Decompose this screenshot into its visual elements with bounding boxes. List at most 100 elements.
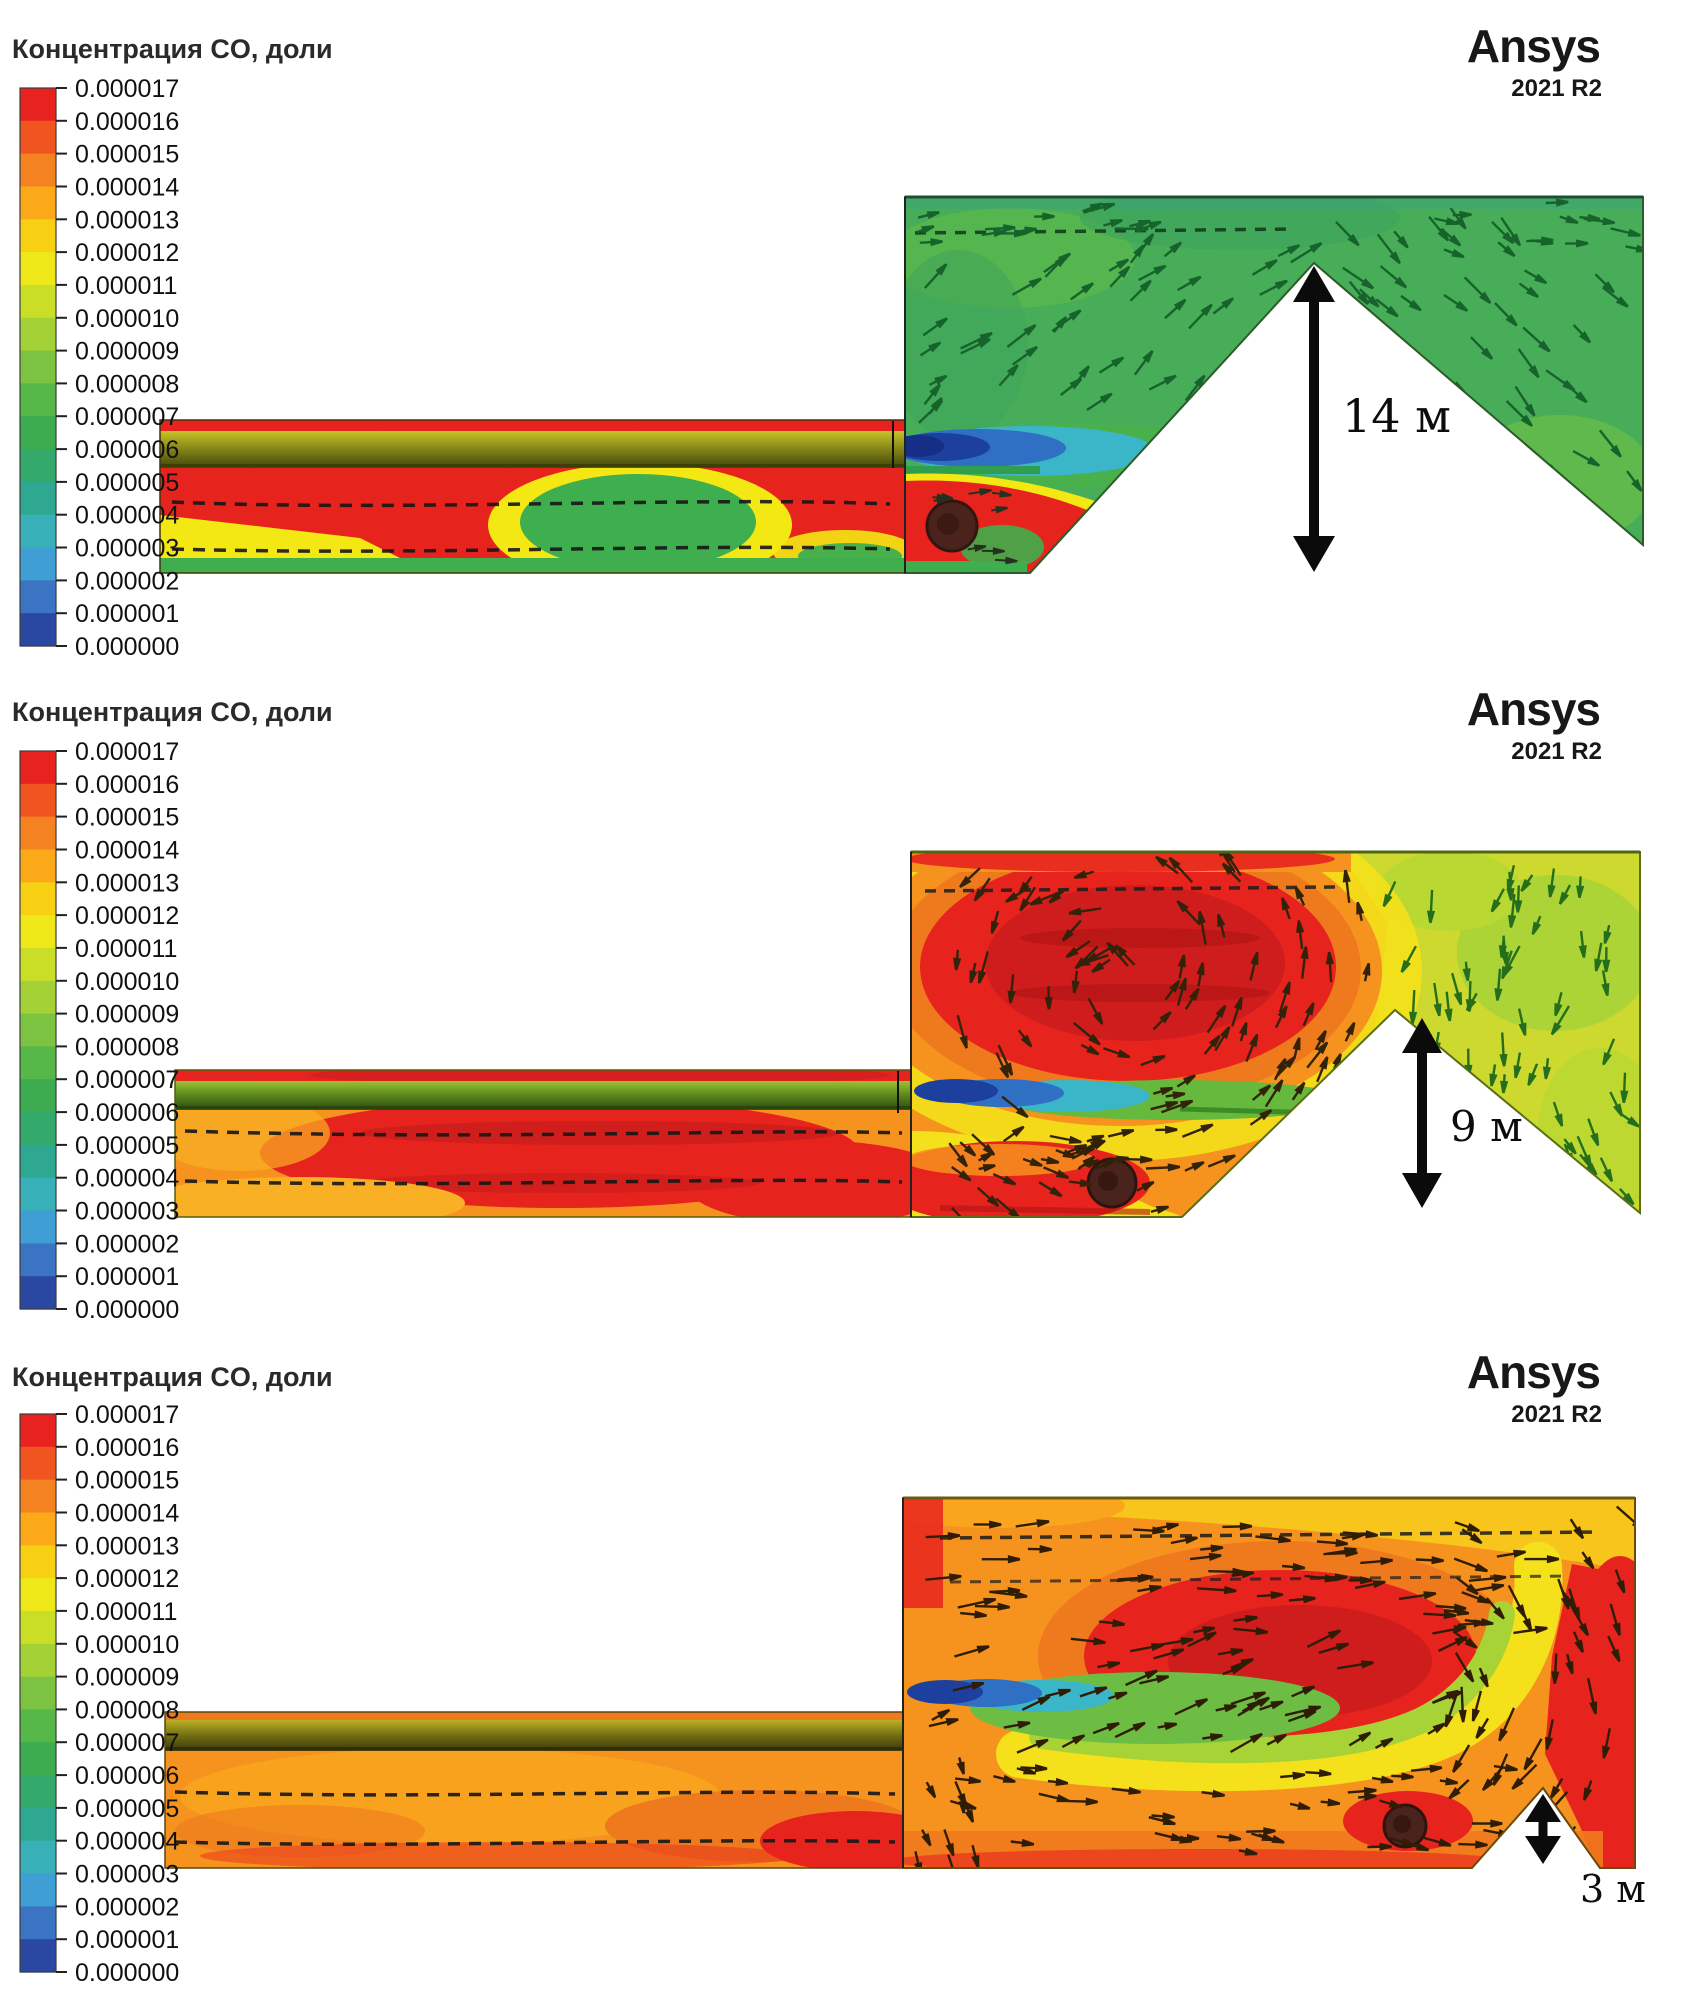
legend-tick-label: 0.000001	[75, 1926, 179, 1954]
legend-tick-label: 0.000008	[75, 1696, 179, 1724]
legend-tick-label: 0.000015	[75, 141, 179, 169]
legend: Концентрация CO, доли 0.0000170.0000160.…	[12, 1362, 333, 1987]
legend-tick-label: 0.000011	[75, 935, 177, 963]
legend-tick-label: 0.000011	[75, 272, 177, 300]
legend-tick-label: 0.000005	[75, 1132, 179, 1160]
legend-title: Концентрация CO, доли	[12, 34, 333, 64]
portal-chamber	[902, 1496, 1636, 1869]
legend-tick-label: 0.000005	[75, 469, 179, 497]
arrowhead-up-icon	[1293, 266, 1335, 302]
legend-ticks: 0.000017 0.000016 0.000015 0.000014 0.000013…	[56, 738, 179, 1324]
ansys-logo: Ansys 2021 R2	[1467, 20, 1602, 102]
arrowhead-up-icon	[1402, 1018, 1442, 1053]
height-annotation: 9 м	[1450, 1102, 1523, 1151]
legend-tick-label: 0.000014	[75, 837, 179, 865]
portal-chamber	[892, 195, 1644, 574]
colorbar	[19, 1413, 57, 1973]
legend-tick-label: 0.000016	[75, 108, 179, 136]
legend-tick-label: 0.000006	[75, 1762, 179, 1790]
legend-tick-label: 0.000017	[75, 75, 179, 103]
ansys-version: 2021 R2	[1511, 738, 1602, 765]
legend-tick-label: 0.000000	[75, 633, 179, 661]
legend-tick-label: 0.000010	[75, 968, 179, 996]
legend-title: Концентрация CO, доли	[12, 1362, 333, 1392]
legend-ticks: 0.000017 0.000016 0.000015 0.000014 0.000013…	[56, 75, 179, 661]
legend-tick-label: 0.000009	[75, 1664, 179, 1692]
legend-tick-label: 0.000014	[75, 174, 179, 202]
tunnel-duct	[164, 1711, 904, 1869]
ansys-version: 2021 R2	[1511, 1401, 1602, 1428]
contour-plot-3m: 3 м Концентрация CO, доли 0.0000170.0000…	[12, 1346, 1646, 1987]
tunnel-duct	[159, 419, 906, 574]
legend-tick-label: 0.000002	[75, 1893, 179, 1921]
ansys-brand: Ansys	[1467, 20, 1600, 72]
panel-3m: 3 м Концентрация CO, доли 0.000017 0.0000…	[0, 1326, 1681, 1989]
legend-tick-label: 0.000007	[75, 1729, 179, 1757]
legend-tick-label: 0.000015	[75, 804, 179, 832]
arrowhead-down-icon	[1402, 1173, 1442, 1208]
panel-9m: 9 м Концентрация CO, доли 0.000017 0.0000…	[0, 663, 1681, 1326]
arrowhead-up-icon	[1525, 1794, 1561, 1822]
legend-tick-label: 0.000011	[75, 1598, 177, 1626]
height-annotation: 14 м	[1342, 389, 1451, 443]
legend-tick-label: 0.000010	[75, 1631, 179, 1659]
contour-plot-14m: 14 м Концентрация CO, доли 0.0000170.000…	[12, 20, 1644, 661]
legend-tick-label: 0.000008	[75, 1033, 179, 1061]
legend-tick-label: 0.000000	[75, 1959, 179, 1987]
legend-tick-label: 0.000004	[75, 502, 179, 530]
ansys-version: 2021 R2	[1511, 75, 1602, 102]
legend-tick-label: 0.000001	[75, 1263, 179, 1291]
legend-tick-label: 0.000012	[75, 1565, 179, 1593]
legend-tick-label: 0.000013	[75, 206, 179, 234]
legend-tick-label: 0.000012	[75, 239, 179, 267]
ansys-brand: Ansys	[1467, 1346, 1600, 1398]
legend-tick-label: 0.000006	[75, 436, 179, 464]
legend-tick-label: 0.000004	[75, 1828, 179, 1856]
legend-tick-label: 0.000003	[75, 535, 179, 563]
height-dimension-3m: 3 м	[1525, 1794, 1646, 1911]
legend-tick-label: 0.000007	[75, 403, 179, 431]
legend: Концентрация CO, доли 0.0000170.0000160.…	[12, 34, 333, 661]
legend-tick-label: 0.000003	[75, 1861, 179, 1889]
legend-title: Концентрация CO, доли	[12, 697, 333, 727]
legend-tick-label: 0.000004	[75, 1165, 179, 1193]
arrowhead-down-icon	[1525, 1836, 1561, 1864]
legend-tick-label: 0.000009	[75, 338, 179, 366]
height-dimension-14m: 14 м	[1293, 266, 1451, 572]
legend-tick-label: 0.000006	[75, 1099, 179, 1127]
legend-tick-label: 0.000012	[75, 902, 179, 930]
legend-tick-label: 0.000016	[75, 771, 179, 799]
colorbar	[19, 87, 57, 647]
legend-tick-label: 0.000015	[75, 1467, 179, 1495]
legend: Концентрация CO, доли 0.0000170.0000160.…	[12, 697, 333, 1324]
ansys-logo: Ansys 2021 R2	[1467, 1346, 1602, 1428]
tunnel-duct	[174, 1069, 912, 1218]
legend-tick-label: 0.000014	[75, 1500, 179, 1528]
colorbar	[19, 750, 57, 1310]
velocity-vectors	[914, 1505, 1635, 1868]
legend-tick-label: 0.000000	[75, 1296, 179, 1324]
legend-ticks: 0.000017 0.000016 0.000015 0.000014 0.000013…	[56, 1401, 179, 1987]
legend-tick-label: 0.000002	[75, 1230, 179, 1258]
legend-tick-label: 0.000005	[75, 1795, 179, 1823]
legend-tick-label: 0.000008	[75, 370, 179, 398]
legend-tick-label: 0.000013	[75, 869, 179, 897]
legend-tick-label: 0.000001	[75, 600, 179, 628]
arrowhead-down-icon	[1293, 536, 1335, 572]
legend-tick-label: 0.000017	[75, 738, 179, 766]
legend-tick-label: 0.000009	[75, 1001, 179, 1029]
panel-14m: 14 м Концентрация CO, доли 0.000017 0.000…	[0, 0, 1681, 663]
ansys-logo: Ansys 2021 R2	[1467, 683, 1602, 765]
legend-tick-label: 0.000017	[75, 1401, 179, 1429]
legend-tick-label: 0.000016	[75, 1434, 179, 1462]
legend-tick-label: 0.000010	[75, 305, 179, 333]
ansys-brand: Ansys	[1467, 683, 1600, 735]
legend-tick-label: 0.000007	[75, 1066, 179, 1094]
height-dimension-9m: 9 м	[1402, 1018, 1523, 1208]
legend-tick-label: 0.000003	[75, 1198, 179, 1226]
legend-tick-label: 0.000002	[75, 567, 179, 595]
height-annotation: 3 м	[1580, 1867, 1646, 1911]
contour-plot-9m: 9 м Концентрация CO, доли 0.0000170.0000…	[12, 683, 1641, 1324]
legend-tick-label: 0.000013	[75, 1532, 179, 1560]
